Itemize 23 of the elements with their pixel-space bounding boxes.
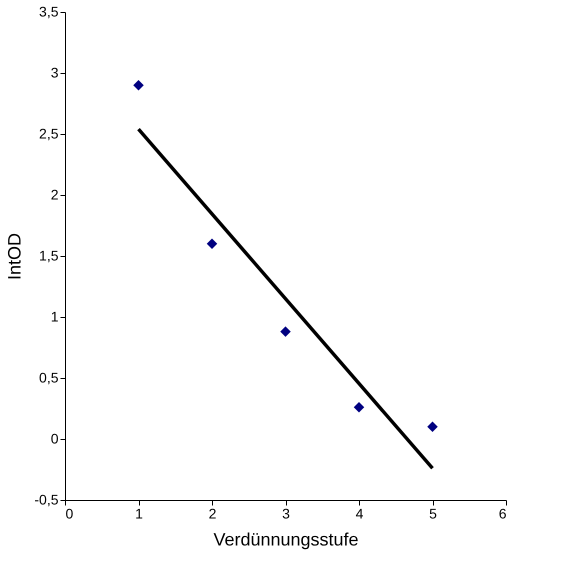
x-tick-label: 3 bbox=[282, 506, 290, 522]
point bbox=[280, 326, 291, 337]
y-tick-label: 0,5 bbox=[39, 370, 59, 386]
x-tick-label: 2 bbox=[208, 506, 217, 522]
y-tick-label: 2,5 bbox=[39, 126, 59, 142]
x-tick-label: 6 bbox=[498, 506, 507, 522]
point bbox=[133, 80, 144, 90]
y-tick-label: -0,5 bbox=[34, 492, 59, 508]
y-tick-label: 3 bbox=[50, 64, 59, 80]
point bbox=[427, 422, 438, 432]
point bbox=[206, 238, 218, 250]
y-tick-label: 2 bbox=[50, 186, 59, 202]
point bbox=[354, 402, 364, 413]
y-axis-title: IntOD bbox=[4, 232, 24, 280]
y-tick-label: 1 bbox=[50, 308, 59, 324]
x-tick-label: 1 bbox=[135, 506, 144, 522]
y-tick-label: 3,5 bbox=[39, 4, 59, 20]
x-axis-title: Verdünnungsstufe bbox=[213, 530, 359, 550]
y-tick-label: 1,5 bbox=[39, 248, 59, 264]
x-tick-label: 4 bbox=[356, 506, 364, 522]
x-tick-label: 5 bbox=[429, 506, 438, 522]
y-tick-label: 0 bbox=[50, 430, 59, 446]
x-tick-label: 0 bbox=[66, 506, 74, 522]
